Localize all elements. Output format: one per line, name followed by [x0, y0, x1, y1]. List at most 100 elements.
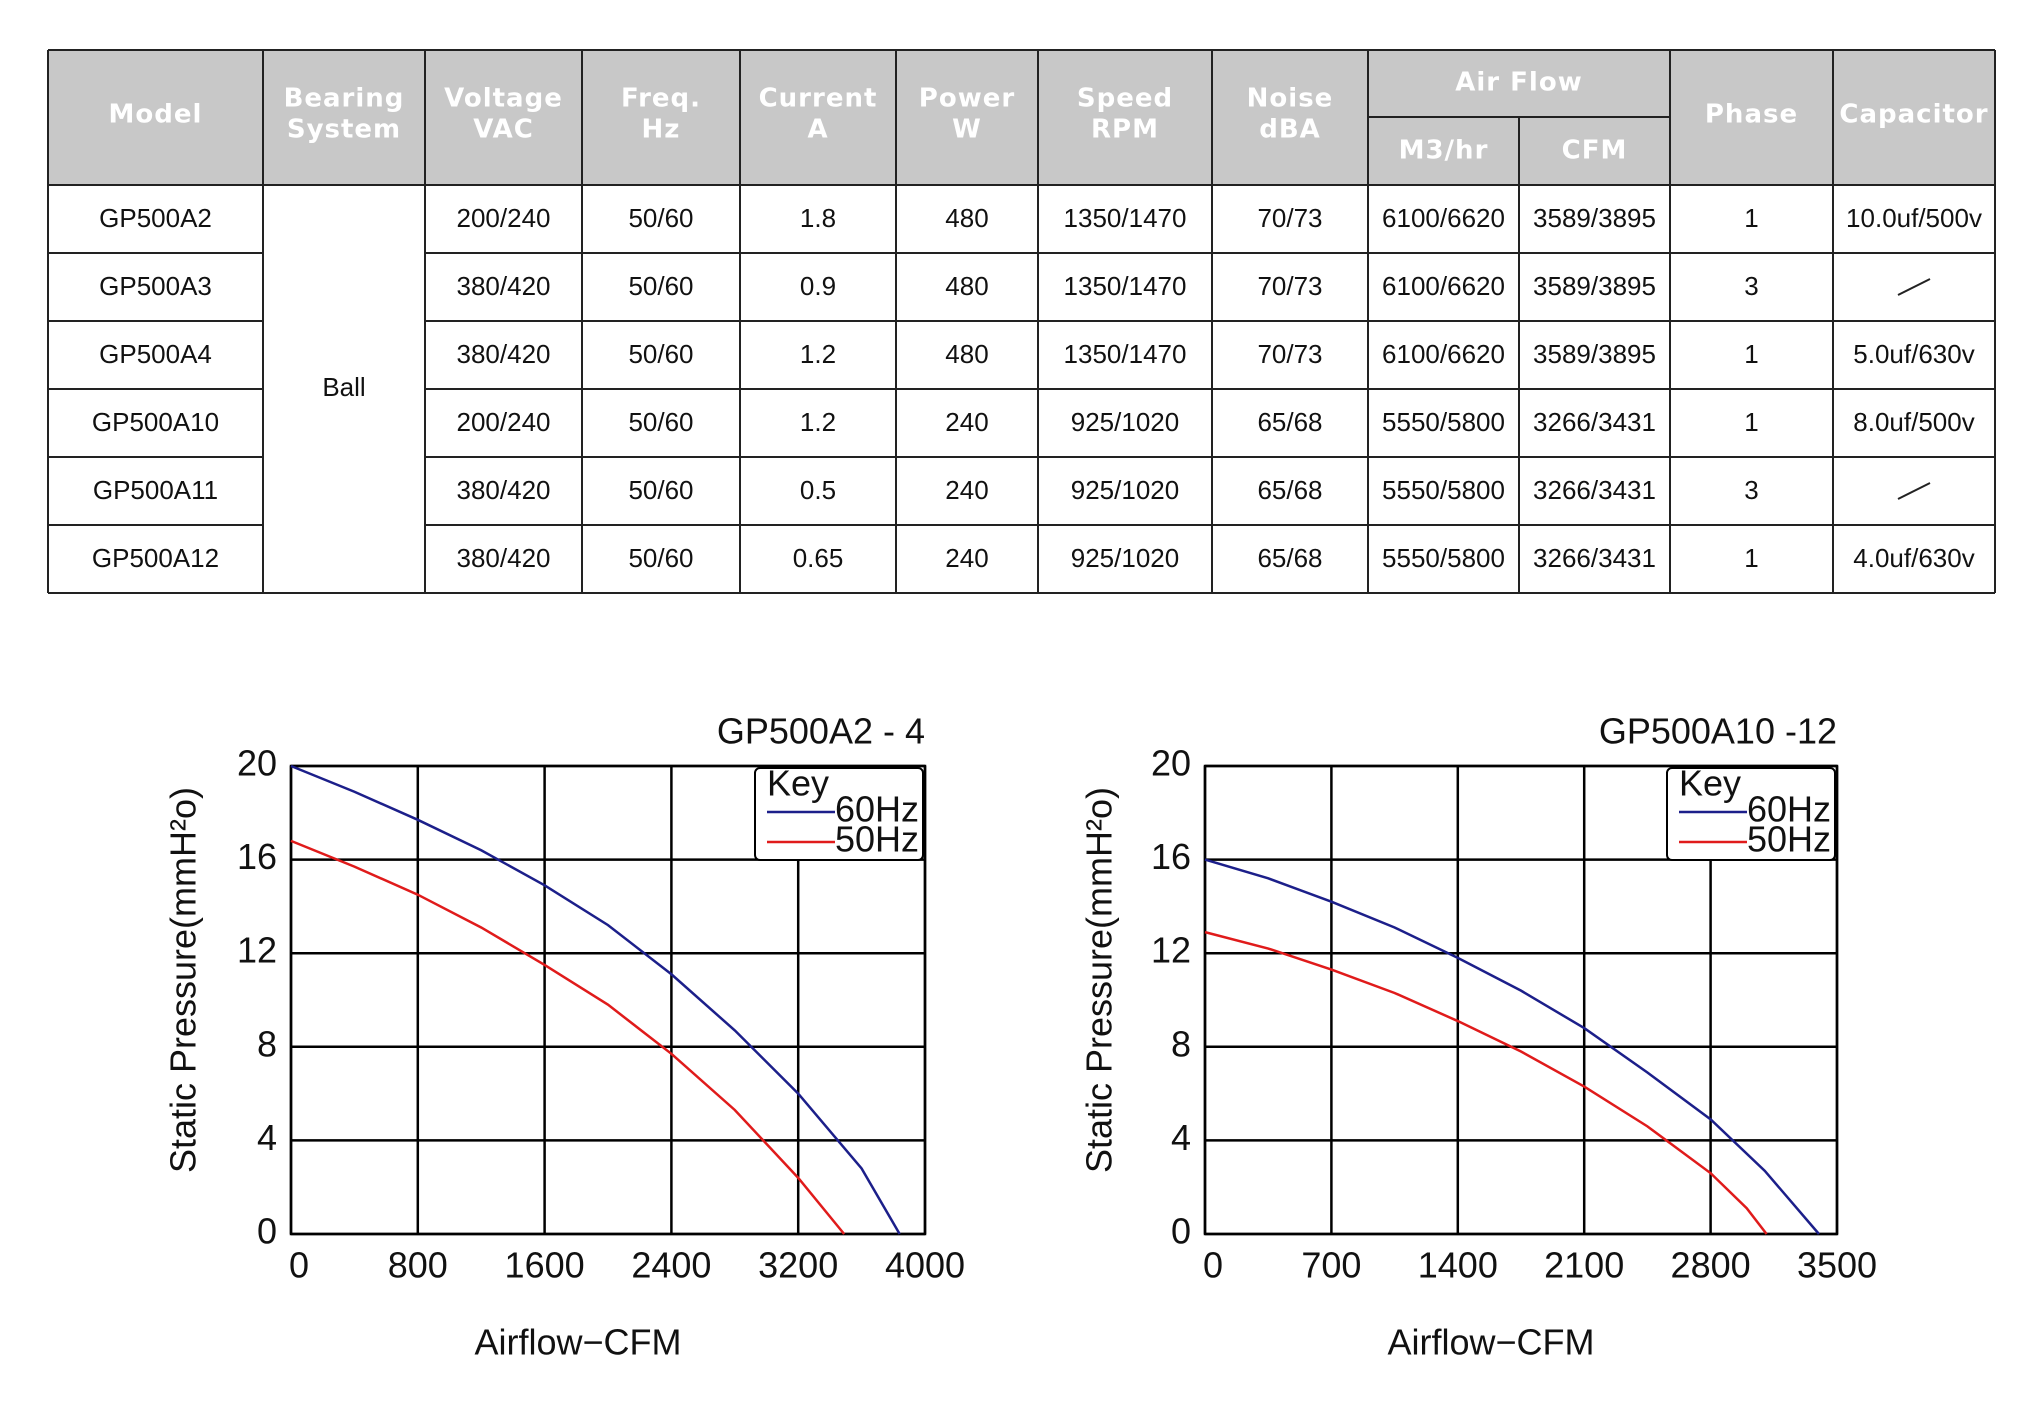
header-cell: Hz — [642, 115, 681, 145]
header-cell: Speed — [1077, 84, 1173, 114]
data-line — [290, 839, 846, 1235]
header-cell: Noise — [1247, 84, 1334, 114]
x-tick-label: 3200 — [758, 1245, 838, 1286]
y-axis-label: Static Pressure(mmH²o) — [1079, 787, 1120, 1173]
table-cell: 380/420 — [457, 271, 551, 301]
table-cell: 925/1020 — [1071, 407, 1179, 437]
table-cell: 200/240 — [457, 407, 551, 437]
header-cell: Freq. — [621, 84, 701, 114]
x-tick-label: 2100 — [1544, 1245, 1624, 1286]
not-applicable-slash — [1897, 482, 1931, 500]
table-cell: 3266/3431 — [1533, 475, 1656, 505]
chart-title: GP500A2 - 4 — [717, 711, 925, 752]
table-cell: 1350/1470 — [1064, 203, 1187, 233]
table-cell: 925/1020 — [1071, 475, 1179, 505]
y-tick-label: 20 — [1151, 743, 1191, 784]
table-cell: 480 — [945, 339, 988, 369]
header-cell: dBA — [1259, 115, 1321, 145]
plot-border — [1203, 764, 1839, 1236]
y-tick-label: 16 — [1151, 836, 1191, 877]
table-cell: 1.2 — [800, 339, 836, 369]
table-cell: 70/73 — [1257, 203, 1322, 233]
table-cell: 3 — [1744, 271, 1758, 301]
table-cell: 50/60 — [628, 203, 693, 233]
x-tick-label: 1400 — [1418, 1245, 1498, 1286]
x-tick-label: 800 — [388, 1245, 448, 1286]
table-cell: 0.9 — [800, 271, 836, 301]
table-cell: 5550/5800 — [1382, 543, 1505, 573]
table-cell: 3266/3431 — [1533, 407, 1656, 437]
header-cell: RPM — [1091, 115, 1159, 145]
bearing-cell: Ball — [322, 372, 365, 402]
header-cell: Bearing — [284, 84, 405, 114]
x-axis-label: Airflow−CFM — [1387, 1322, 1594, 1363]
table-cell: 50/60 — [628, 543, 693, 573]
header-cell: Voltage — [444, 84, 563, 114]
table-cell: 200/240 — [457, 203, 551, 233]
header-cell: W — [952, 115, 982, 145]
table-cell: 380/420 — [457, 339, 551, 369]
table-cell: 50/60 — [628, 407, 693, 437]
x-tick-label: 2400 — [631, 1245, 711, 1286]
legend-box — [754, 767, 924, 861]
legend-label: 50Hz — [835, 819, 919, 860]
table-cell: 925/1020 — [1071, 543, 1179, 573]
table-cell: GP500A11 — [93, 475, 218, 505]
table-cell: 50/60 — [628, 339, 693, 369]
x-tick-label: 3500 — [1797, 1245, 1877, 1286]
x-tick-label: 0 — [289, 1245, 309, 1286]
table-cell: 5550/5800 — [1382, 407, 1505, 437]
y-axis-label: Static Pressure(mmH²o) — [163, 787, 204, 1173]
legend-box — [1666, 767, 1836, 861]
data-line — [1204, 858, 1820, 1235]
data-line — [1204, 930, 1768, 1235]
x-tick-label: 1600 — [505, 1245, 585, 1286]
table-cell: 3266/3431 — [1533, 543, 1656, 573]
x-tick-label: 700 — [1301, 1245, 1361, 1286]
table-cell: GP500A12 — [92, 543, 219, 573]
header-cell: Model — [109, 100, 203, 130]
table-cell: 1 — [1744, 543, 1758, 573]
x-axis-label: Airflow−CFM — [474, 1322, 681, 1363]
header-cell: Power — [919, 84, 1015, 114]
table-cell: GP500A2 — [99, 203, 212, 233]
y-tick-label: 0 — [1171, 1211, 1191, 1252]
y-tick-label: 4 — [257, 1117, 277, 1158]
table-cell: 1 — [1744, 407, 1758, 437]
legend-label: 60Hz — [835, 789, 919, 830]
data-line — [290, 764, 901, 1235]
table-cell: 50/60 — [628, 271, 693, 301]
y-tick-label: 12 — [1151, 930, 1191, 971]
table-cell: 240 — [945, 475, 988, 505]
table-cell: 5550/5800 — [1382, 475, 1505, 505]
header-cell: Current — [759, 84, 878, 114]
chart-title: GP500A10 -12 — [1599, 711, 1837, 752]
table-cell: 65/68 — [1257, 407, 1322, 437]
table-cell: 240 — [945, 407, 988, 437]
table-cell: 380/420 — [457, 475, 551, 505]
table-cell: 1350/1470 — [1064, 271, 1187, 301]
subheader-cell: CFM — [1562, 136, 1628, 166]
table-cell: 240 — [945, 543, 988, 573]
table-cell: GP500A3 — [99, 271, 212, 301]
x-tick-label: 0 — [1203, 1245, 1223, 1286]
legend-title: Key — [1679, 763, 1741, 804]
table-cell: 70/73 — [1257, 339, 1322, 369]
x-tick-label: 4000 — [885, 1245, 965, 1286]
table-cell: 480 — [945, 271, 988, 301]
subheader-cell: M3/hr — [1399, 136, 1489, 166]
table-cell: 3589/3895 — [1533, 271, 1656, 301]
table-cell: 1.8 — [800, 203, 836, 233]
table-cell: 3589/3895 — [1533, 339, 1656, 369]
table-cell: 8.0uf/500v — [1853, 407, 1974, 437]
table-cell: 1 — [1744, 339, 1758, 369]
table-cell: 0.65 — [793, 543, 844, 573]
table-cell: 1.2 — [800, 407, 836, 437]
y-tick-label: 12 — [237, 930, 277, 971]
table-cell: 6100/6620 — [1382, 339, 1505, 369]
table-cell: 10.0uf/500v — [1846, 203, 1982, 233]
table-cell: 380/420 — [457, 543, 551, 573]
header-cell: Capacitor — [1839, 100, 1988, 130]
table-cell: GP500A10 — [92, 407, 219, 437]
